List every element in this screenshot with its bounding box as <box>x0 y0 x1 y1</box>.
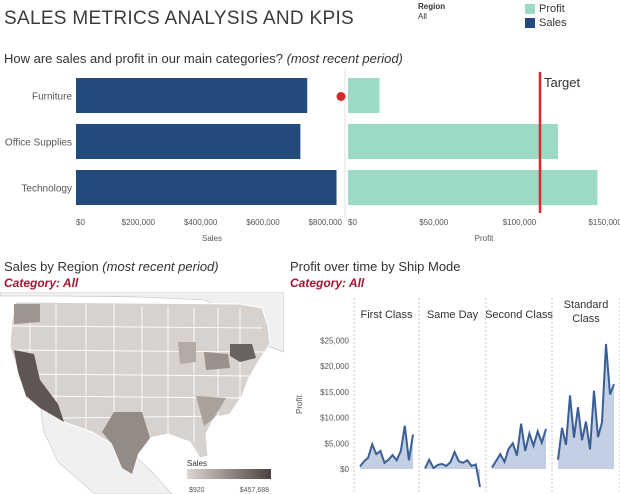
sales-bar-office-supplies <box>76 124 301 159</box>
map-legend-min: $920 <box>189 487 205 494</box>
category-heading-note: (most recent period) <box>286 51 403 66</box>
legend-item-sales[interactable]: Sales <box>525 17 567 29</box>
line-second-class <box>491 423 547 469</box>
panel-header-standard-class: Class <box>572 313 600 325</box>
profit-axis-title: Profit <box>475 234 494 243</box>
line-same-day <box>424 449 481 488</box>
region-filter-label: Region <box>418 2 446 11</box>
below-target-indicator <box>336 92 346 101</box>
sales-tick-label: $600,000 <box>246 218 280 227</box>
shipmode-y-tick: $0 <box>340 465 349 474</box>
profit-swatch <box>525 4 535 14</box>
target-label: Target <box>544 75 581 90</box>
panel-header-first-class: First Class <box>361 309 413 321</box>
profit-tick-label: $100,000 <box>503 218 537 227</box>
california-state[interactable] <box>14 350 64 422</box>
sales-by-region-map[interactable]: Sales $920 $457,688 <box>0 292 284 494</box>
florida-state[interactable] <box>196 396 226 426</box>
category-label-office-supplies: Office Supplies <box>5 138 72 149</box>
legend-label-sales: Sales <box>539 17 567 29</box>
map-legend-gradient <box>187 469 271 479</box>
category-label-furniture: Furniture <box>32 92 72 103</box>
profit-tick-label: $150,000 <box>588 218 620 227</box>
profit-bar-office-supplies <box>348 124 558 159</box>
sales-axis-title: Sales <box>202 234 222 243</box>
profit-bar-technology <box>348 170 598 205</box>
washington-state[interactable] <box>14 304 40 324</box>
shipmode-section-heading: Profit over time by Ship Mode <box>290 259 461 274</box>
shipmode-y-tick: $15,000 <box>320 388 349 397</box>
sales-swatch <box>525 18 535 28</box>
sales-by-category-chart: Furniture Office Supplies Technology $0 $200… <box>5 78 343 243</box>
area-standard-class <box>558 343 614 469</box>
sales-bar-technology <box>76 170 337 205</box>
sales-tick-label: $0 <box>76 218 85 227</box>
panel-header-same-day: Same Day <box>427 309 479 321</box>
region-filter-dropdown[interactable]: All <box>418 12 427 21</box>
legend-item-profit[interactable]: Profit <box>525 3 567 15</box>
category-bar-charts: Furniture Office Supplies Technology $0 $200… <box>5 68 620 243</box>
new-york-state[interactable] <box>230 344 256 362</box>
shipmode-y-tick: $10,000 <box>320 414 349 423</box>
legend-label-profit: Profit <box>539 3 565 15</box>
region-category-filter[interactable]: Category: All <box>4 276 79 290</box>
shipmode-category-filter[interactable]: Category: All <box>290 276 365 290</box>
color-legend: Profit Sales <box>525 3 567 29</box>
map-legend-title: Sales <box>187 459 207 468</box>
sales-tick-label: $400,000 <box>184 218 218 227</box>
profit-tick-label: $50,000 <box>419 218 448 227</box>
sales-bar-furniture <box>76 78 308 113</box>
texas-state[interactable] <box>102 412 150 474</box>
shipmode-y-axis-title: Profit <box>295 395 304 414</box>
panel-header-second-class: Second Class <box>485 309 553 321</box>
dashboard-title: SALES METRICS ANALYSIS AND KPIS <box>4 8 355 29</box>
michigan-state[interactable] <box>178 342 196 364</box>
profit-bar-furniture <box>348 78 380 113</box>
category-section-heading: How are sales and profit in our main cat… <box>4 51 403 66</box>
profit-tick-label: $0 <box>348 218 357 227</box>
pennsylvania-state[interactable] <box>204 352 230 370</box>
profit-by-shipmode-chart: $0 $5,000 $10,000 $15,000 $20,000 $25,000 Prof… <box>295 298 620 494</box>
region-section-heading: Sales by Region (most recent period) <box>4 259 219 274</box>
shipmode-y-tick: $5,000 <box>325 439 350 448</box>
panel-header-standard-class: Standard <box>564 299 609 311</box>
map-legend-max: $457,688 <box>240 487 269 494</box>
line-first-class <box>359 425 414 468</box>
shipmode-y-tick: $20,000 <box>320 362 349 371</box>
category-label-technology: Technology <box>21 184 72 195</box>
line-standard-class <box>557 343 615 460</box>
area-first-class <box>360 425 413 469</box>
region-heading-text: Sales by Region <box>4 259 99 274</box>
region-heading-note: (most recent period) <box>102 259 219 274</box>
profit-by-category-chart: $0 $50,000 $100,000 $150,000 Profit Target <box>336 72 620 243</box>
shipmode-y-tick: $25,000 <box>320 336 349 345</box>
sales-tick-label: $800,000 <box>309 218 343 227</box>
category-heading-text: How are sales and profit in our main cat… <box>4 51 283 66</box>
sales-tick-label: $200,000 <box>122 218 156 227</box>
